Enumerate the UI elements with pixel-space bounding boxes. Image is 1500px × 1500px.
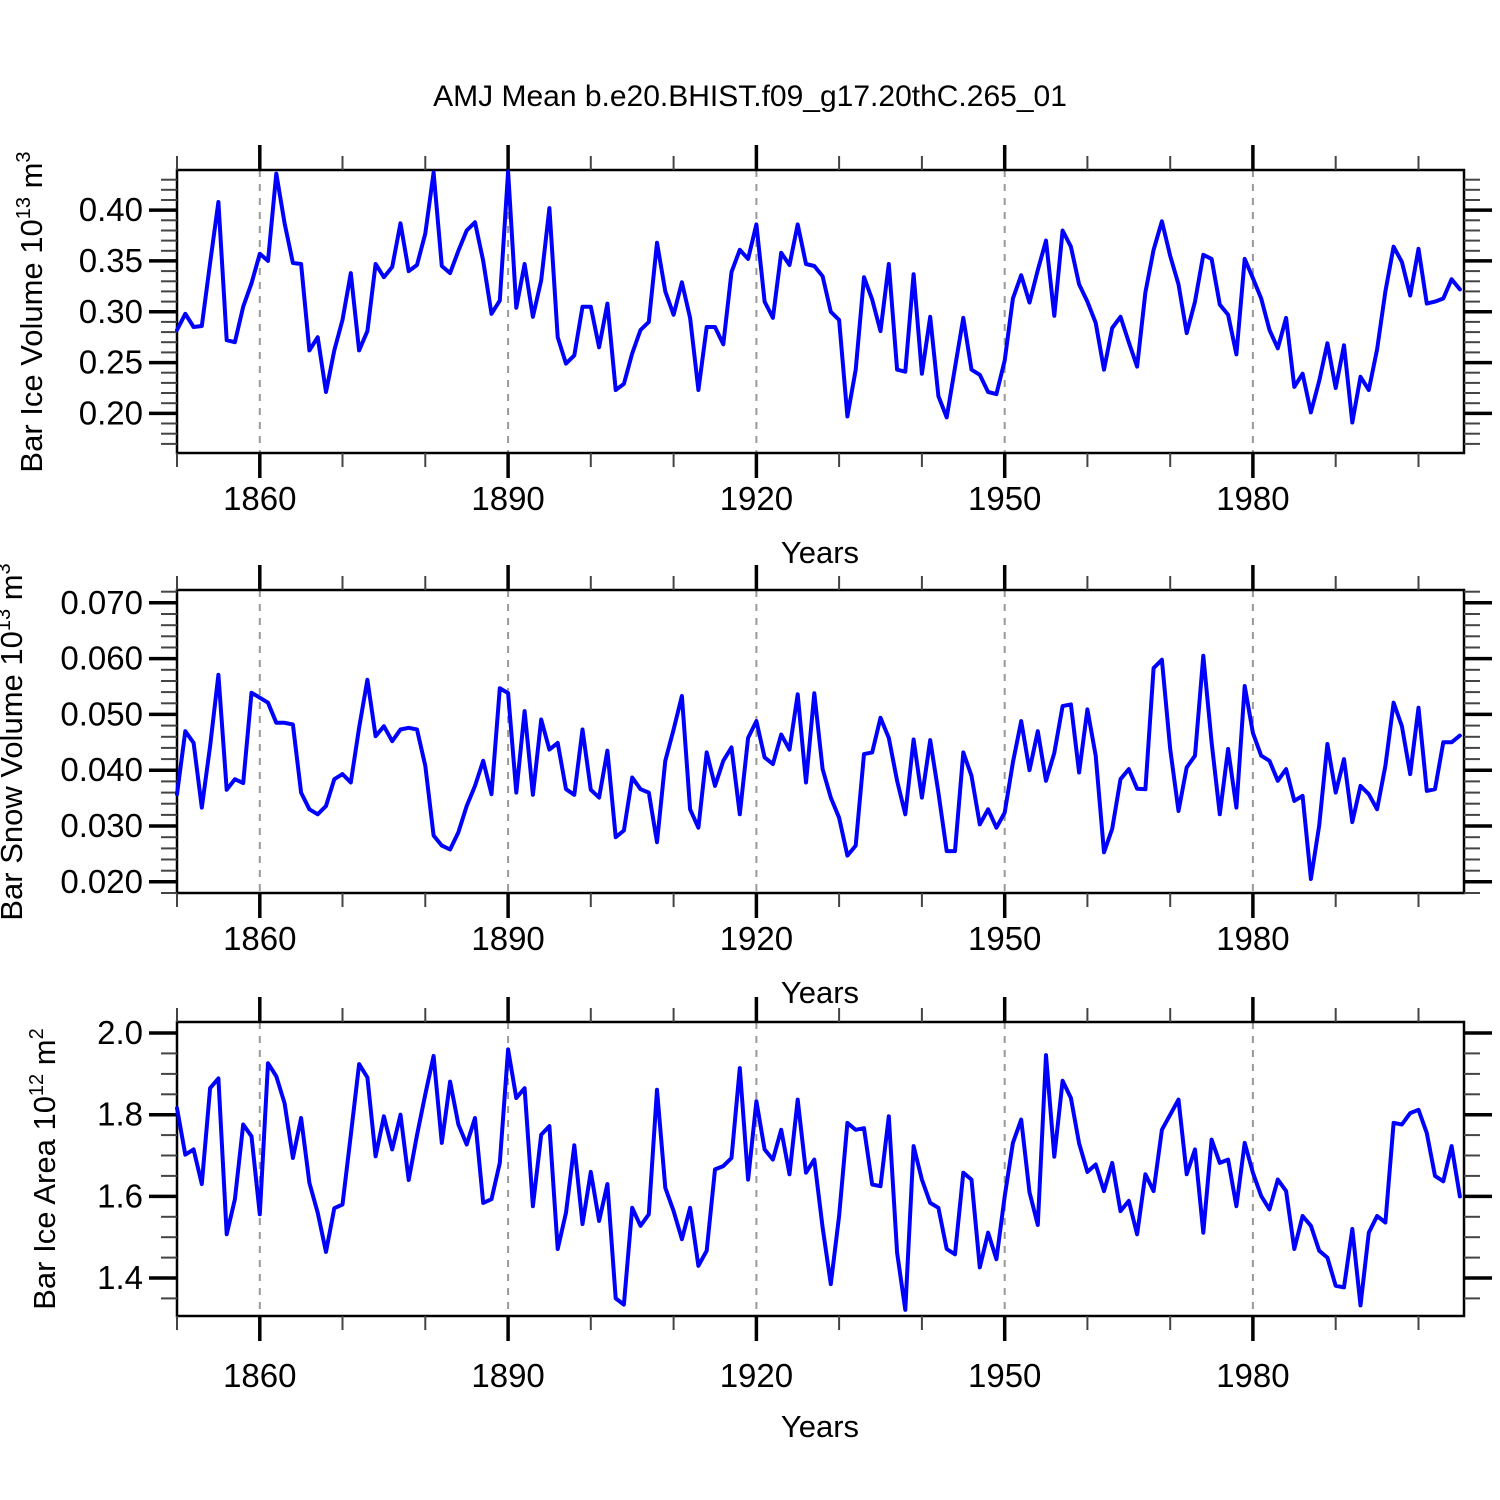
y-title-text: Bar Ice Area 10 (27, 1096, 62, 1310)
y-title-exponent: 12 (26, 1074, 48, 1096)
x-tick-label: 1890 (471, 920, 544, 957)
y-tick-label: 0.25 (79, 344, 143, 381)
y-title-unit: m (14, 163, 49, 197)
x-tick-label: 1980 (1216, 920, 1289, 957)
x-tick-label: 1860 (223, 480, 296, 517)
x-tick-label: 1860 (223, 920, 296, 957)
y-title-exponent: 13 (0, 609, 15, 631)
ticks (149, 997, 1492, 1341)
gridlines (258, 170, 1254, 453)
plot-area: 1860 1890 1920 1950 1980 0.020 0.030 0.040 0.050… (60, 565, 1492, 957)
x-axis-title: Years (781, 1409, 859, 1444)
plot-area: 1860 1890 1920 1950 1980 1.4 1.6 1.8 2.0 (97, 997, 1492, 1394)
y-tick-label: 0.060 (60, 640, 143, 677)
plot-frame (175, 588, 1466, 895)
y-title-unit-exponent: 2 (26, 1028, 48, 1039)
plot-area: 1860 1890 1920 1950 1980 0.20 0.25 0.30 0.35 0.40 (79, 145, 1492, 517)
tick-labels: 1860 1890 1920 1950 1980 0.020 0.030 0.040 0.050… (60, 584, 1289, 957)
y-title-unit-exponent: 3 (13, 151, 35, 162)
bar-ice-volume-line (175, 169, 1462, 425)
y-tick-label: 0.030 (60, 807, 143, 844)
ticks (149, 145, 1492, 478)
x-tick-label: 1950 (968, 480, 1041, 517)
y-tick-label: 0.050 (60, 695, 143, 732)
y-tick-label: 1.6 (97, 1177, 143, 1214)
gridlines (258, 590, 1254, 893)
y-tick-label: 0.020 (60, 863, 143, 900)
ice-area-panel: 1860 1890 1920 1950 1980 1.4 1.6 1.8 2.0 Bar Ice… (0, 985, 1500, 1460)
y-axis-title: Bar Snow Volume 1013 m3 (0, 563, 29, 920)
snow-volume-panel: 1860 1890 1920 1950 1980 0.020 0.030 0.040 0.050… (0, 555, 1500, 1015)
y-tick-label: 0.070 (60, 584, 143, 621)
y-title-text: Bar Snow Volume 10 (0, 631, 29, 921)
y-title-unit: m (27, 1039, 62, 1073)
y-title-text: Bar Ice Volume 10 (14, 219, 49, 472)
y-axis-title: Bar Ice Area 1012 m2 (26, 1028, 62, 1310)
x-tick-label: 1890 (471, 480, 544, 517)
y-tick-label: 0.20 (79, 394, 143, 431)
y-title-unit: m (0, 574, 29, 608)
x-tick-label: 1980 (1216, 1357, 1289, 1394)
y-tick-label: 0.040 (60, 751, 143, 788)
x-tick-label: 1860 (223, 1357, 296, 1394)
x-tick-label: 1950 (968, 1357, 1041, 1394)
bar-ice-area-line (175, 1047, 1462, 1312)
x-axis-title: Years (781, 975, 859, 1010)
bar-snow-volume-chart: 1860 1890 1920 1950 1980 0.020 0.030 0.040 0.050… (0, 563, 1492, 1010)
tick-labels: 1860 1890 1920 1950 1980 1.4 1.6 1.8 2.0 (97, 1014, 1289, 1394)
y-tick-label: 1.8 (97, 1096, 143, 1133)
y-tick-label: 1.4 (97, 1259, 143, 1296)
x-tick-label: 1920 (720, 920, 793, 957)
ticks (149, 565, 1492, 918)
bar-snow-volume-line (175, 653, 1462, 881)
x-tick-label: 1920 (720, 1357, 793, 1394)
y-axis-title: Bar Ice Volume 1013 m3 (13, 151, 49, 472)
y-title-unit-exponent: 3 (0, 563, 15, 574)
x-tick-label: 1890 (471, 1357, 544, 1394)
bar-ice-volume-chart: 1860 1890 1920 1950 1980 0.20 0.25 0.30 0.35 0.40… (13, 145, 1492, 570)
tick-labels: 1860 1890 1920 1950 1980 0.20 0.25 0.30 0.35 0.40 (79, 191, 1290, 517)
plot-title: AMJ Mean b.e20.BHIST.f09_g17.20thC.265_0… (433, 80, 1067, 113)
y-tick-label: 0.30 (79, 293, 143, 330)
bar-ice-area-chart: 1860 1890 1920 1950 1980 1.4 1.6 1.8 2.0 Bar Ice… (26, 997, 1492, 1444)
x-tick-label: 1920 (720, 480, 793, 517)
x-axis-title: Years (781, 535, 859, 570)
y-tick-label: 0.35 (79, 242, 143, 279)
y-tick-label: 0.40 (79, 191, 143, 228)
y-tick-label: 2.0 (97, 1014, 143, 1051)
y-title-exponent: 13 (13, 197, 35, 219)
ice-volume-panel: 1860 1890 1920 1950 1980 0.20 0.25 0.30 0.35 0.40… (0, 130, 1500, 580)
x-tick-label: 1980 (1216, 480, 1289, 517)
plot-frame (175, 1020, 1466, 1318)
x-tick-label: 1950 (968, 920, 1041, 957)
